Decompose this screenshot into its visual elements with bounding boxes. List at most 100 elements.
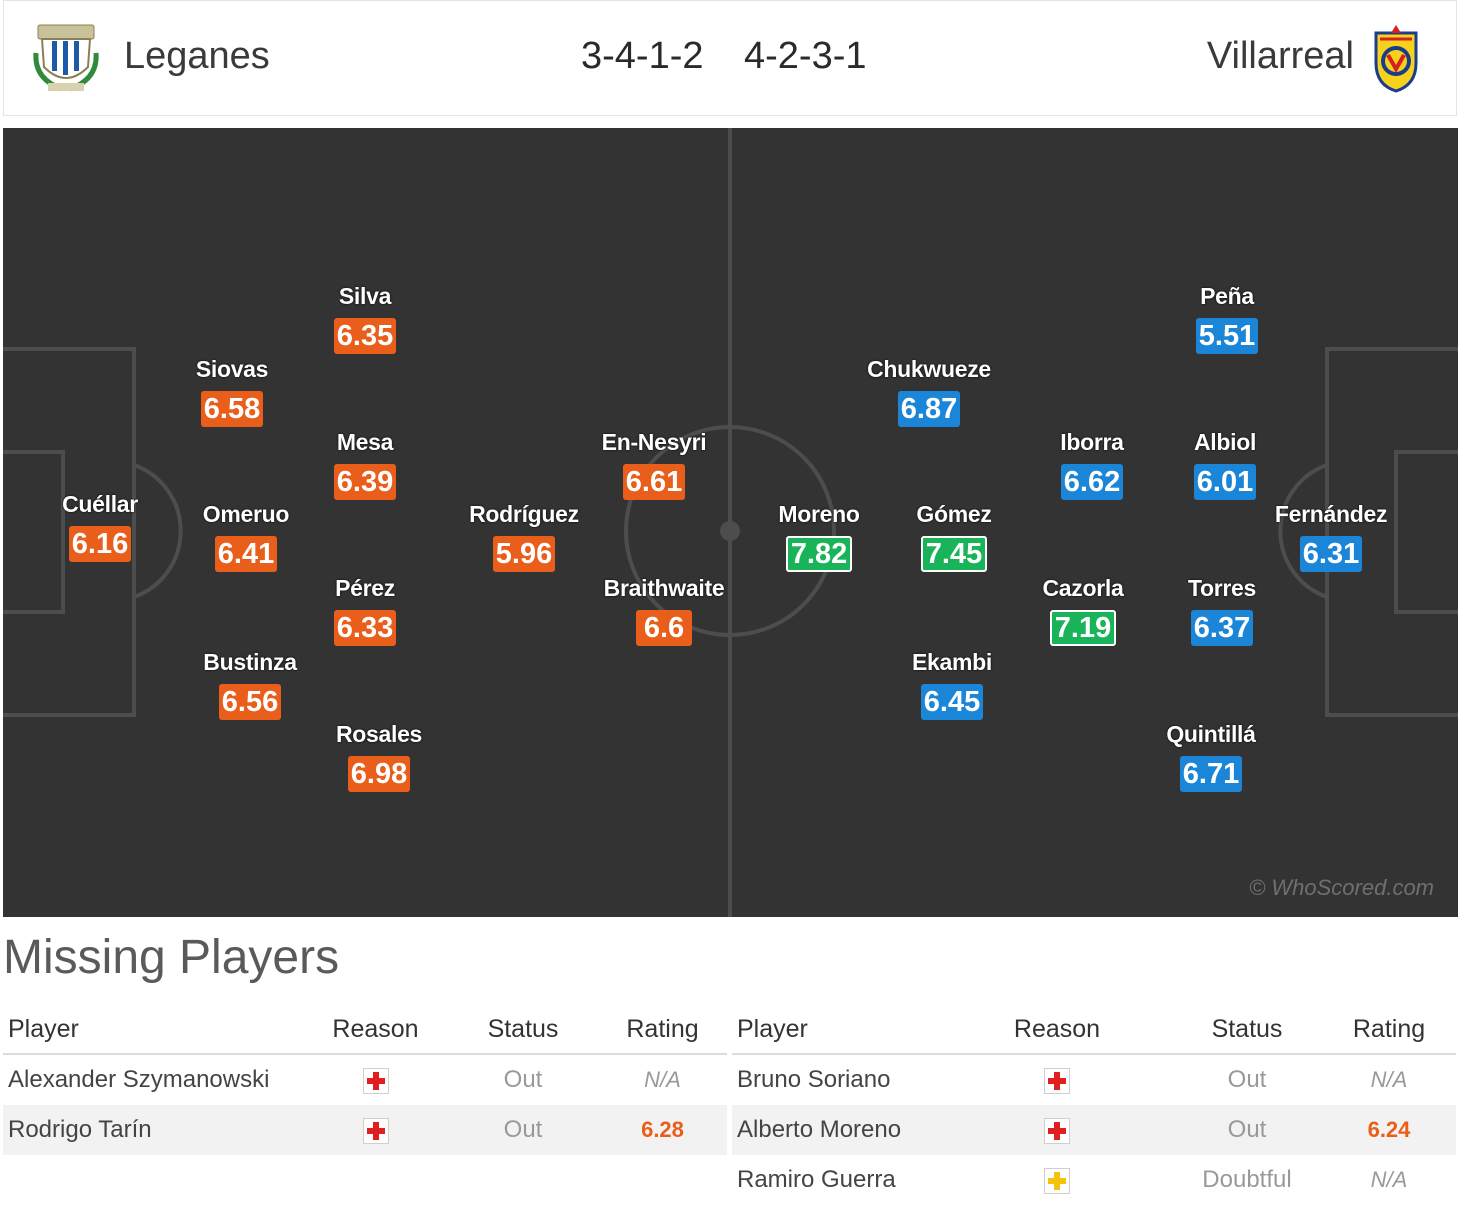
away-player[interactable]: Gómez 7.45 <box>879 501 1029 572</box>
missing-player-name[interactable]: Alberto Moreno <box>732 1105 942 1155</box>
home-formation: 3-4-1-2 <box>581 35 704 77</box>
player-name[interactable]: Rodríguez <box>469 501 579 527</box>
reason-cell <box>303 1054 448 1105</box>
player-name[interactable]: Bustinza <box>203 649 297 675</box>
injury-cross-icon[interactable] <box>1044 1117 1070 1144</box>
pitch-lines <box>3 128 1458 917</box>
match-header: Leganes 3-4-1-2 4-2-3-1 Villarreal <box>3 0 1457 116</box>
player-name[interactable]: Silva <box>338 283 392 309</box>
rating-cell: 6.28 <box>598 1105 727 1155</box>
table-row: Bruno Soriano Out N/A <box>732 1054 1456 1105</box>
player-name[interactable]: En-Nesyri <box>601 429 707 455</box>
missing-player-name[interactable]: Ramiro Guerra <box>737 1166 896 1193</box>
rating-cell: 6.24 <box>1322 1105 1456 1155</box>
player-name[interactable]: Omeruo <box>202 501 290 527</box>
away-player[interactable]: Albiol 6.01 <box>1150 429 1300 500</box>
rating-cell: N/A <box>644 1067 681 1092</box>
rating-cell: N/A <box>1370 1067 1408 1092</box>
home-player[interactable]: Rosales 6.98 <box>304 721 454 792</box>
home-player[interactable]: Silva 6.35 <box>290 283 440 354</box>
doubtful-cross-icon[interactable] <box>1044 1167 1070 1194</box>
player-rating-badge: 7.45 <box>920 536 988 572</box>
column-header-status[interactable]: Status <box>1172 1005 1322 1055</box>
player-name[interactable]: Chukwueze <box>867 356 991 382</box>
player-rating-badge: 6.71 <box>1179 756 1243 792</box>
player-rating-badge: 6.87 <box>897 391 961 427</box>
column-header-player[interactable]: Player <box>732 1005 942 1055</box>
home-player[interactable]: Bustinza 6.56 <box>175 649 325 720</box>
missing-player-name[interactable]: Alexander Szymanowski <box>8 1066 270 1093</box>
away-player[interactable]: Chukwueze 6.87 <box>854 356 1004 427</box>
player-rating-badge: 7.82 <box>785 536 853 572</box>
player-name[interactable]: Cazorla <box>1042 575 1124 601</box>
away-player[interactable]: Torres 6.37 <box>1147 575 1297 646</box>
player-name[interactable]: Mesa <box>336 429 394 455</box>
player-name[interactable]: Siovas <box>195 356 269 382</box>
player-rating-badge: 6.6 <box>636 610 692 646</box>
home-player[interactable]: En-Nesyri 6.61 <box>579 429 729 500</box>
injury-cross-icon[interactable] <box>1044 1067 1070 1094</box>
home-missing-table: Player Reason Status Rating Alexander Sz… <box>3 1005 727 1155</box>
away-player[interactable]: Quintillá 6.71 <box>1136 721 1286 792</box>
column-header-reason[interactable]: Reason <box>942 1005 1172 1055</box>
player-name[interactable]: Peña <box>1200 283 1254 309</box>
player-name[interactable]: Albiol <box>1193 429 1257 455</box>
status-cell: Out <box>448 1105 598 1155</box>
away-player[interactable]: Cazorla 7.19 <box>1008 575 1158 646</box>
home-player[interactable]: Pérez 6.33 <box>290 575 440 646</box>
leganes-crest-icon[interactable] <box>32 23 100 93</box>
player-rating-badge: 6.35 <box>333 318 397 354</box>
player-rating-badge: 7.19 <box>1049 610 1117 646</box>
player-rating-badge: 6.01 <box>1193 464 1257 500</box>
player-rating-badge: 6.61 <box>622 464 686 500</box>
column-header-reason[interactable]: Reason <box>303 1005 448 1055</box>
column-header-rating[interactable]: Rating <box>1322 1005 1456 1055</box>
player-rating-badge: 5.51 <box>1195 318 1259 354</box>
player-name[interactable]: Pérez <box>335 575 395 601</box>
injury-cross-icon[interactable] <box>362 1067 389 1094</box>
player-rating-badge: 5.96 <box>492 536 556 572</box>
player-rating-badge: 6.62 <box>1060 464 1124 500</box>
home-player[interactable]: Mesa 6.39 <box>290 429 440 500</box>
home-player[interactable]: Siovas 6.58 <box>157 356 307 427</box>
away-player[interactable]: Moreno 7.82 <box>744 501 894 572</box>
status-cell: Out <box>1227 1066 1267 1093</box>
player-rating-badge: 6.37 <box>1190 610 1254 646</box>
status-cell: Doubtful <box>1202 1166 1292 1193</box>
home-player[interactable]: Braithwaite 6.6 <box>589 575 739 646</box>
table-row: Alberto Moreno Out 6.24 <box>732 1105 1456 1155</box>
player-name[interactable]: Quintillá <box>1166 721 1256 747</box>
player-rating-badge: 6.31 <box>1299 536 1363 572</box>
reason-cell <box>303 1105 448 1155</box>
whoscored-watermark: © WhoScored.com <box>1249 875 1434 900</box>
player-rating-badge: 6.39 <box>333 464 397 500</box>
player-name[interactable]: Fernández <box>1274 501 1388 527</box>
away-player[interactable]: Ekambi 6.45 <box>877 649 1027 720</box>
player-rating-badge: 6.16 <box>68 526 132 562</box>
column-header-player[interactable]: Player <box>3 1005 303 1055</box>
player-rating-badge: 6.58 <box>200 391 264 427</box>
away-team-name[interactable]: Villarreal <box>1206 35 1354 77</box>
home-team-name[interactable]: Leganes <box>124 35 270 77</box>
player-name[interactable]: Iborra <box>1060 429 1124 455</box>
injury-cross-icon[interactable] <box>362 1117 389 1144</box>
away-player[interactable]: Iborra 6.62 <box>1017 429 1167 500</box>
missing-player-name[interactable]: Bruno Soriano <box>737 1066 891 1093</box>
player-name[interactable]: Moreno <box>778 501 860 527</box>
player-name[interactable]: Braithwaite <box>603 575 725 601</box>
away-player[interactable]: Peña 5.51 <box>1152 283 1302 354</box>
home-player[interactable]: Rodríguez 5.96 <box>449 501 599 572</box>
player-name[interactable]: Gómez <box>916 501 992 527</box>
away-player[interactable]: Fernández 6.31 <box>1256 501 1406 572</box>
missing-player-name[interactable]: Rodrigo Tarín <box>3 1105 303 1155</box>
player-name[interactable]: Torres <box>1187 575 1257 601</box>
column-header-rating[interactable]: Rating <box>598 1005 727 1055</box>
status-cell: Out <box>1172 1105 1322 1155</box>
player-name[interactable]: Rosales <box>335 721 423 747</box>
home-player[interactable]: Omeruo 6.41 <box>171 501 321 572</box>
player-name[interactable]: Ekambi <box>911 649 992 675</box>
player-name[interactable]: Cuéllar <box>62 491 138 517</box>
home-player[interactable]: Cuéllar 6.16 <box>25 491 175 562</box>
villarreal-crest-icon[interactable] <box>1368 23 1424 93</box>
column-header-status[interactable]: Status <box>448 1005 598 1055</box>
